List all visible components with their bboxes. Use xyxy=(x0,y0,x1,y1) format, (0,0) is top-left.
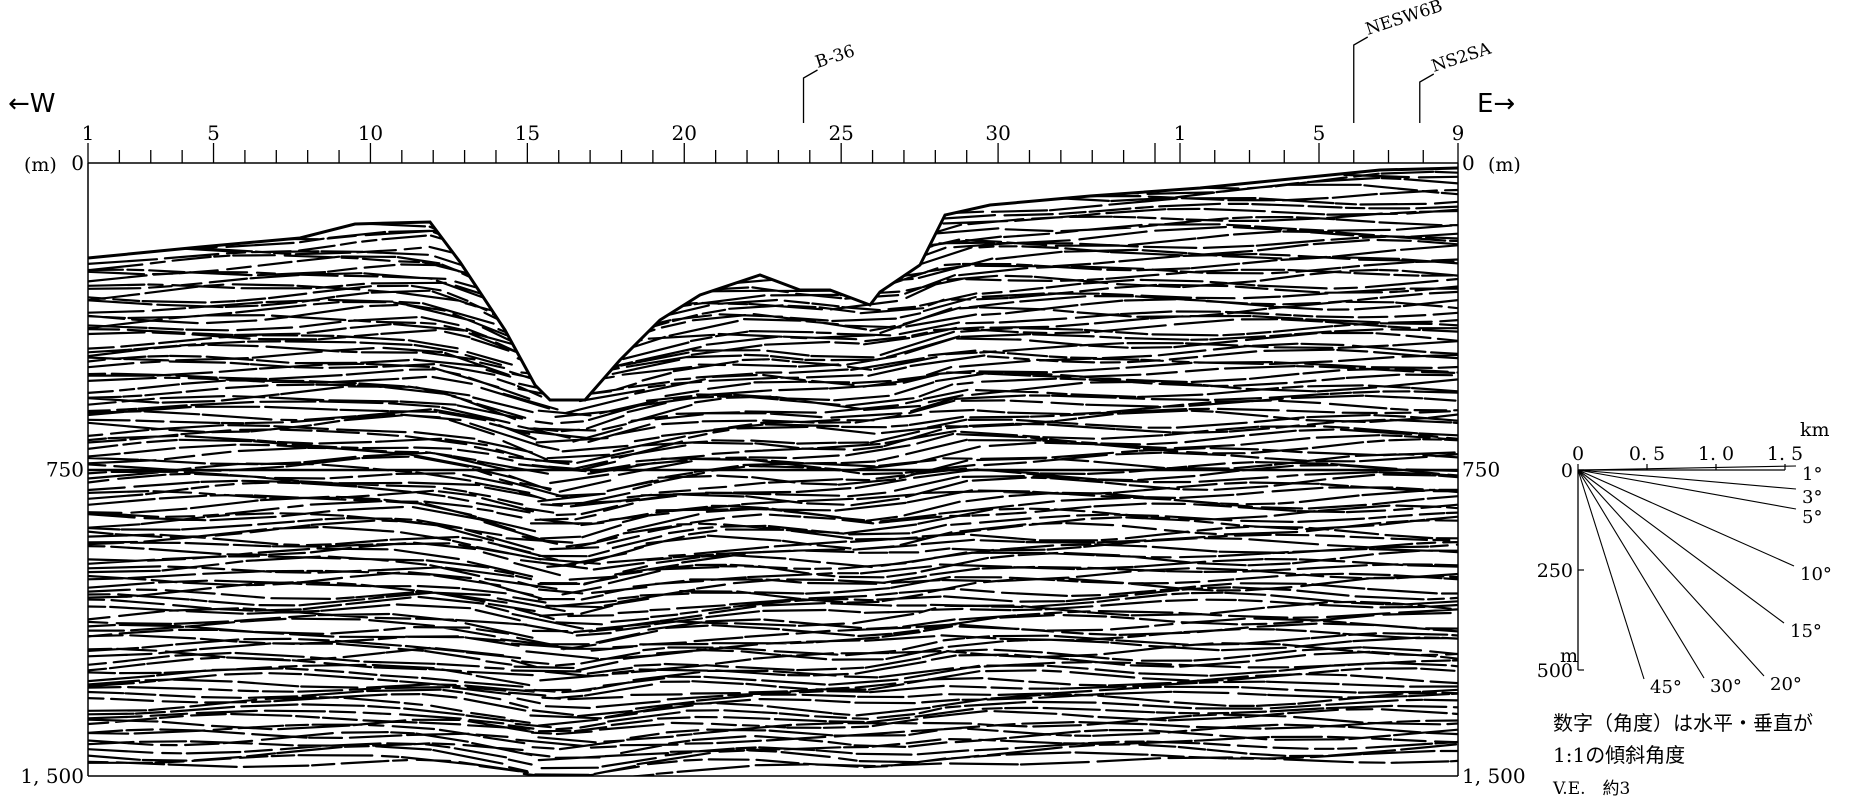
section-frame xyxy=(87,162,1459,777)
shot-point-labels: 1 5 10 15 20 25 30 1 5 9 xyxy=(82,121,1465,145)
angle-label: 20° xyxy=(1770,674,1802,695)
angle-scale-km-unit: km xyxy=(1800,419,1830,441)
angle-line xyxy=(1577,469,1645,680)
depth-label-left: 750 xyxy=(46,458,84,482)
east-direction-label: E→ xyxy=(1477,89,1515,119)
depth-label-left: 1, 500 xyxy=(20,764,84,788)
shot-label: 1 xyxy=(82,121,95,145)
angle-line xyxy=(1577,469,1795,567)
note-line-3: V.E. 約3 xyxy=(1552,779,1630,799)
angle-scale-h-tick: 1. 0 xyxy=(1698,443,1734,465)
angle-scale-h-tick: 0 xyxy=(1572,443,1584,465)
crossing-label: NESW6B xyxy=(1363,0,1445,40)
angle-scale-v-tick: 500 xyxy=(1537,660,1573,682)
angle-label: 30° xyxy=(1710,676,1742,697)
shot-label: 9 xyxy=(1452,121,1465,145)
crossing-label: NS2SA xyxy=(1429,39,1494,77)
depth-label-left: 0 xyxy=(71,151,84,175)
shot-label: 30 xyxy=(985,121,1010,145)
angle-line xyxy=(1577,469,1765,677)
note-line-1: 数字（角度）は水平・垂直が xyxy=(1553,711,1813,735)
angle-line xyxy=(1577,469,1797,510)
depth-label-right: 1, 500 xyxy=(1462,764,1526,788)
west-direction-label: ←W xyxy=(8,89,56,119)
angle-label: 45° xyxy=(1650,677,1682,698)
shot-label: 25 xyxy=(828,121,853,145)
left-depth-unit: (m) xyxy=(24,154,57,176)
shot-label: 5 xyxy=(1313,121,1326,145)
angle-scale-m-unit: m xyxy=(1560,645,1578,667)
angle-label: 1° xyxy=(1802,464,1822,485)
crossing-label: B-36 xyxy=(813,41,857,72)
angle-line xyxy=(1577,469,1785,624)
depth-label-right: 750 xyxy=(1462,458,1500,482)
angle-label: 10° xyxy=(1800,564,1832,585)
shot-label: 5 xyxy=(207,121,220,145)
angle-label: 15° xyxy=(1790,621,1822,642)
angle-scale-legend: km m 0 0. 5 1. 0 1. 5 0 250 500 1°3°5° 10° 15° 20°… xyxy=(1537,419,1832,799)
angle-label: 5° xyxy=(1802,507,1822,528)
angle-scale-v-tick: 0 xyxy=(1561,460,1573,482)
angle-label: 3° xyxy=(1802,487,1822,508)
angle-line xyxy=(1577,469,1797,490)
angle-line xyxy=(1577,469,1705,679)
right-depth-unit: (m) xyxy=(1488,154,1521,176)
shot-label: 10 xyxy=(358,121,383,145)
depth-label-right: 0 xyxy=(1462,151,1475,175)
angle-scale-v-tick: 250 xyxy=(1537,560,1573,582)
shot-label: 1 xyxy=(1174,121,1187,145)
seismic-section xyxy=(87,163,1459,776)
note-line-2: 1:1の傾斜角度 xyxy=(1553,743,1685,767)
crossing-marker: B-36 xyxy=(802,41,857,123)
shot-label: 15 xyxy=(515,121,540,145)
angle-scale-h-tick: 1. 5 xyxy=(1767,443,1803,465)
angle-scale-h-tick: 0. 5 xyxy=(1629,443,1665,465)
depth-axis-labels: 0 0 750 750 1, 500 1, 500 xyxy=(20,151,1525,788)
shot-point-axis xyxy=(87,143,1459,163)
shot-label: 20 xyxy=(672,121,697,145)
angle-line xyxy=(1577,465,1797,471)
